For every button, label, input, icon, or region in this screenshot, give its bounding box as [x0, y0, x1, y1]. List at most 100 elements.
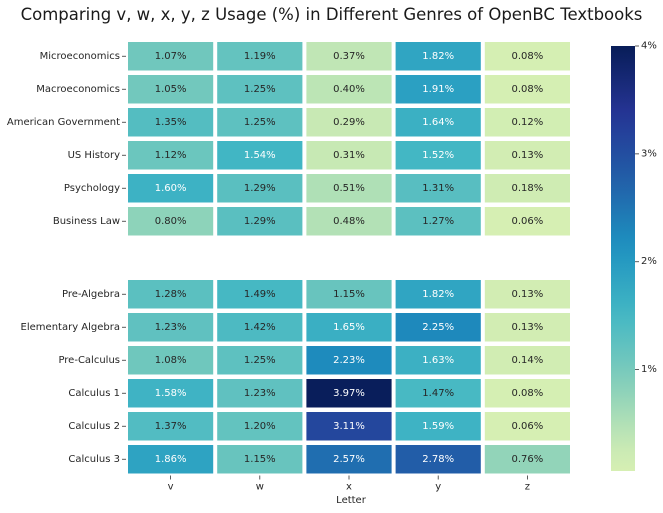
cell-value-label: 1.15%	[333, 289, 365, 300]
cell-value-label: 1.27%	[422, 216, 454, 227]
heatmap-cell	[484, 313, 570, 342]
cell-value-label: 1.25%	[244, 84, 276, 95]
row-label: Pre-Algebra	[62, 289, 120, 300]
heatmap-cell	[395, 42, 481, 71]
cell-value-label: 0.13%	[512, 322, 544, 333]
heatmap-cell	[395, 141, 481, 170]
row-label: Elementary Algebra	[21, 322, 120, 333]
heatmap-cell	[128, 346, 214, 375]
heatmap-cell	[217, 280, 303, 309]
heatmap-cell	[306, 207, 392, 236]
heatmap-cell	[128, 379, 214, 408]
cell-value-label: 1.42%	[244, 322, 276, 333]
heatmap-cell	[306, 141, 392, 170]
cell-value-label: 1.25%	[244, 355, 276, 366]
heatmap-cell	[306, 346, 392, 375]
heatmap-cell	[395, 412, 481, 441]
heatmap-cell	[484, 346, 570, 375]
colorbar: 1% 2% 3% 4%	[611, 41, 657, 471]
heatmap-cell	[217, 174, 303, 203]
cell-value-label: 1.29%	[244, 216, 276, 227]
column-labels: v w x y z	[168, 475, 530, 493]
heatmap-cell	[306, 445, 392, 474]
heatmap-cell	[128, 445, 214, 474]
cell-value-label: 1.60%	[155, 183, 187, 194]
colorbar-tick-label: 3%	[641, 148, 657, 159]
cell-value-label: 0.13%	[512, 150, 544, 161]
heatmap-cell	[395, 174, 481, 203]
heatmap-cell	[306, 379, 392, 408]
chart-title: Comparing v, w, x, y, z Usage (%) in Dif…	[20, 5, 643, 24]
cell-value-label: 1.28%	[155, 289, 187, 300]
heatmap-cell	[484, 42, 570, 71]
cell-value-label: 0.40%	[333, 84, 365, 95]
heatmap-cell	[395, 75, 481, 104]
heatmap-cell	[128, 412, 214, 441]
heatmap-cell	[484, 174, 570, 203]
cell-value-label: 0.18%	[512, 183, 544, 194]
heatmap-cell	[306, 42, 392, 71]
cell-value-label: 1.54%	[244, 150, 276, 161]
cell-value-label: 0.13%	[512, 289, 544, 300]
heatmap-cell	[217, 346, 303, 375]
cell-value-label: 1.20%	[244, 421, 276, 432]
row-label: Microeconomics	[40, 51, 120, 62]
heatmap-cell	[306, 280, 392, 309]
column-label: w	[256, 482, 264, 493]
cell-value-label: 3.11%	[333, 421, 365, 432]
row-label: Calculus 3	[68, 454, 120, 465]
colorbar-tick-label: 1%	[641, 364, 657, 375]
row-label: Calculus 2	[68, 421, 120, 432]
row-label: US History	[68, 150, 121, 161]
heatmap-cell	[128, 75, 214, 104]
cell-value-label: 0.08%	[512, 388, 544, 399]
colorbar-bar	[611, 46, 635, 471]
column-label: y	[435, 482, 441, 493]
cell-value-label: 2.23%	[333, 355, 365, 366]
column-label: x	[346, 482, 352, 493]
column-label: v	[168, 482, 174, 493]
cell-value-label: 0.48%	[333, 216, 365, 227]
heatmap-cell	[484, 445, 570, 474]
cell-value-label: 0.08%	[512, 51, 544, 62]
cell-value-label: 1.08%	[155, 355, 187, 366]
heatmap-cell	[217, 42, 303, 71]
heatmap-cell	[128, 174, 214, 203]
heatmap-cell	[128, 108, 214, 137]
heatmap-cell	[395, 207, 481, 236]
cell-value-label: 1.29%	[244, 183, 276, 194]
heatmap-cell	[484, 108, 570, 137]
heatmap-cell	[484, 141, 570, 170]
heatmap-cell	[306, 313, 392, 342]
cell-value-label: 1.64%	[422, 117, 454, 128]
heatmap-cell	[128, 207, 214, 236]
cell-value-label: 2.78%	[422, 454, 454, 465]
cell-value-label: 0.08%	[512, 84, 544, 95]
x-axis-label: Letter	[336, 495, 367, 506]
cell-value-label: 1.91%	[422, 84, 454, 95]
heatmap-cell	[306, 75, 392, 104]
heatmap-cell	[306, 174, 392, 203]
heatmap-cell	[306, 108, 392, 137]
cell-value-label: 0.76%	[512, 454, 544, 465]
heatmap-cell	[484, 412, 570, 441]
row-label: Calculus 1	[68, 388, 120, 399]
heatmap-cell	[395, 445, 481, 474]
colorbar-tick-label: 2%	[641, 256, 657, 267]
heatmap-cell	[217, 141, 303, 170]
heatmap-cell	[395, 108, 481, 137]
cell-value-label: 1.07%	[155, 51, 187, 62]
heatmap-cell	[395, 346, 481, 375]
cell-value-label: 1.37%	[155, 421, 187, 432]
cell-value-label: 0.37%	[333, 51, 365, 62]
heatmap-cell	[306, 412, 392, 441]
cell-value-label: 0.29%	[333, 117, 365, 128]
row-labels: Microeconomics Macroeconomics American Gov…	[7, 51, 126, 465]
heatmap-cell	[128, 313, 214, 342]
cell-value-label: 1.59%	[422, 421, 454, 432]
column-label: z	[525, 482, 530, 493]
cell-value-label: 1.19%	[244, 51, 276, 62]
heatmap-cell	[395, 280, 481, 309]
heatmap-cell	[128, 280, 214, 309]
